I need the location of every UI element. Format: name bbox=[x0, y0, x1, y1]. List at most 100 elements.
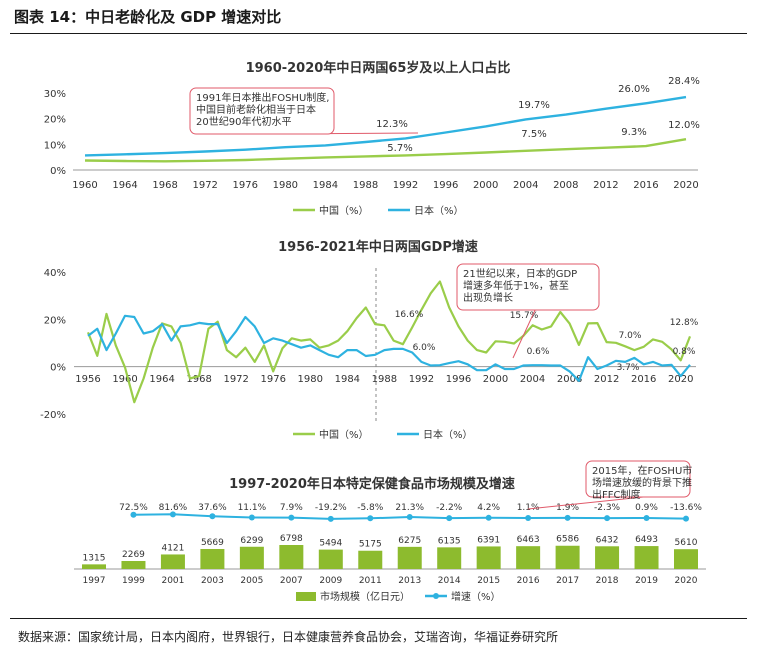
chart1-annotation-text-line-0: 1991年日本推出FOSHU制度, bbox=[196, 91, 329, 104]
chart2-y-tick: 20% bbox=[44, 315, 66, 326]
chart2-x-tick: 1964 bbox=[149, 374, 174, 385]
chart3-x-tick: 2017 bbox=[556, 576, 579, 586]
chart3-bar-2007 bbox=[279, 545, 304, 569]
chart3-bar-label: 6275 bbox=[398, 536, 421, 546]
chart1-x-tick: 2012 bbox=[593, 180, 618, 191]
chart3-growth-point bbox=[327, 515, 334, 522]
chart2-annotation-box bbox=[456, 263, 600, 311]
chart2-x-tick: 2004 bbox=[520, 374, 545, 385]
chart3-bar-label: 6586 bbox=[556, 535, 579, 545]
chart3-bar-1999 bbox=[121, 560, 146, 569]
chart1-x-tick: 1996 bbox=[433, 180, 458, 191]
chart2-x-tick: 2016 bbox=[631, 374, 656, 385]
chart2-data-label: 0.6% bbox=[527, 347, 550, 357]
chart3-legend-bar-label: 市场规模（亿日元） bbox=[320, 590, 410, 603]
chart3-bar-label: 6493 bbox=[635, 535, 658, 545]
chart2-data-label: 12.8% bbox=[670, 318, 699, 328]
chart3-x-tick: 2009 bbox=[319, 576, 342, 586]
chart1-data-label: 26.0% bbox=[618, 84, 650, 95]
chart3-legend-bar-swatch bbox=[296, 592, 316, 601]
chart2-x-tick: 2008 bbox=[557, 374, 582, 385]
chart3-growth-point bbox=[446, 515, 453, 522]
chart1-annotation-box bbox=[189, 87, 335, 135]
chart1-data-label: 7.5% bbox=[521, 129, 546, 140]
chart3-bar-label: 6463 bbox=[517, 535, 540, 545]
chart3-bar-2013 bbox=[397, 546, 422, 569]
chart1-series-china bbox=[84, 138, 687, 163]
chart2-x-tick: 2012 bbox=[594, 374, 619, 385]
chart1-legend-china-label: 中国（%） bbox=[319, 204, 369, 217]
chart2-x-tick: 1988 bbox=[372, 374, 397, 385]
chart2-data-label: 0.8% bbox=[673, 347, 696, 357]
chart3-growth-point bbox=[248, 514, 255, 521]
chart3-growth-label: -2.3% bbox=[594, 503, 621, 513]
chart3-bar-2019 bbox=[634, 546, 659, 569]
chart3-bar-1997 bbox=[82, 564, 106, 569]
chart1-x-tick: 1964 bbox=[112, 180, 137, 191]
chart3-x-tick: 2019 bbox=[635, 576, 658, 586]
chart1-series-japan bbox=[84, 95, 687, 157]
chart1-x-tick: 1988 bbox=[353, 180, 378, 191]
chart2-x-tick: 1960 bbox=[112, 374, 137, 385]
chart3-growth-point bbox=[130, 511, 137, 518]
chart1-annotation-text-line-2: 20世纪90年代初水平 bbox=[196, 115, 291, 128]
chart1-legend-japan-label: 日本（%） bbox=[414, 204, 464, 217]
chart3-growth-point bbox=[683, 515, 689, 522]
chart3-x-tick: 1997 bbox=[83, 576, 106, 586]
chart1-data-label: 19.7% bbox=[518, 100, 550, 111]
chart2-y-tick: -20% bbox=[40, 410, 66, 421]
chart1-x-tick: 2016 bbox=[633, 180, 658, 191]
chart3-growth-point bbox=[406, 514, 413, 521]
chart3-annotation-text-line-2: 出FFC制度 bbox=[592, 488, 641, 501]
chart1-title: 1960-2020年中日两国65岁及以上人口占比 bbox=[246, 60, 511, 76]
chart3-bar-label: 6135 bbox=[438, 536, 461, 546]
chart3-bar-label: 1315 bbox=[83, 553, 106, 563]
chart2-data-label: 16.6% bbox=[395, 310, 424, 320]
chart2-y-tick: 0% bbox=[50, 363, 66, 374]
chart3-growth-label: 0.9% bbox=[635, 503, 658, 513]
chart3-x-tick: 2007 bbox=[280, 576, 303, 586]
chart1-data-label: 28.4% bbox=[668, 76, 700, 87]
chart3-growth-label: 37.6% bbox=[198, 503, 227, 513]
chart3-bar-label: 5175 bbox=[359, 540, 382, 550]
chart3-bar-2014 bbox=[437, 547, 462, 569]
chart3-x-tick: 1999 bbox=[122, 576, 145, 586]
chart3-x-tick: 2001 bbox=[161, 576, 184, 586]
chart3-growth-point bbox=[288, 514, 295, 521]
chart3-annotation-text-line-1: 场增速放缓的背景下推 bbox=[592, 476, 692, 489]
chart3-x-tick: 2020 bbox=[675, 576, 698, 586]
chart3-growth-label: 7.9% bbox=[280, 503, 303, 513]
chart1-y-tick: 0% bbox=[50, 166, 66, 177]
chart1-x-tick: 1984 bbox=[313, 180, 338, 191]
chart3-growth-point bbox=[367, 515, 374, 522]
chart3-bar-label: 5610 bbox=[675, 538, 698, 548]
figure-title: 图表 14：中日老龄化及 GDP 增速对比 bbox=[14, 8, 282, 26]
chart3-growth-label: 1.1% bbox=[517, 503, 540, 513]
chart2-annotation-text-line-1: 增速多年低于1%，甚至 bbox=[463, 279, 569, 292]
chart3-bar-2011 bbox=[358, 550, 383, 569]
chart2-data-label: 7.0% bbox=[619, 331, 642, 341]
chart3-bar-2009 bbox=[318, 549, 343, 569]
chart1-y-tick: 20% bbox=[44, 115, 66, 126]
chart1-x-tick: 2000 bbox=[473, 180, 498, 191]
chart3-growth-point bbox=[169, 511, 176, 518]
chart3-growth-point bbox=[525, 514, 532, 521]
chart3-annotation-pointer bbox=[527, 496, 644, 510]
chart1-x-tick: 1976 bbox=[233, 180, 258, 191]
chart2-legend-china-label: 中国（%） bbox=[319, 428, 369, 441]
chart3-growth-label: 21.3% bbox=[395, 503, 424, 513]
chart3-bar-2018 bbox=[595, 546, 620, 569]
chart3-bar-label: 6299 bbox=[240, 536, 263, 546]
chart3-x-tick: 2018 bbox=[596, 576, 619, 586]
chart1-x-tick: 1972 bbox=[192, 180, 217, 191]
chart3-growth-point bbox=[209, 513, 216, 520]
chart3-growth-label: -2.2% bbox=[436, 503, 463, 513]
chart2-x-tick: 1984 bbox=[335, 374, 360, 385]
chart3-growth-point bbox=[485, 514, 492, 521]
chart2-legend-japan-label: 日本（%） bbox=[423, 428, 473, 441]
chart3-x-tick: 2005 bbox=[240, 576, 263, 586]
chart3-legend-growth-dot bbox=[433, 593, 439, 599]
chart1-x-tick: 2004 bbox=[513, 180, 538, 191]
chart2-annotation-text-line-2: 出现负增长 bbox=[463, 291, 513, 304]
chart2-x-tick: 1976 bbox=[261, 374, 286, 385]
